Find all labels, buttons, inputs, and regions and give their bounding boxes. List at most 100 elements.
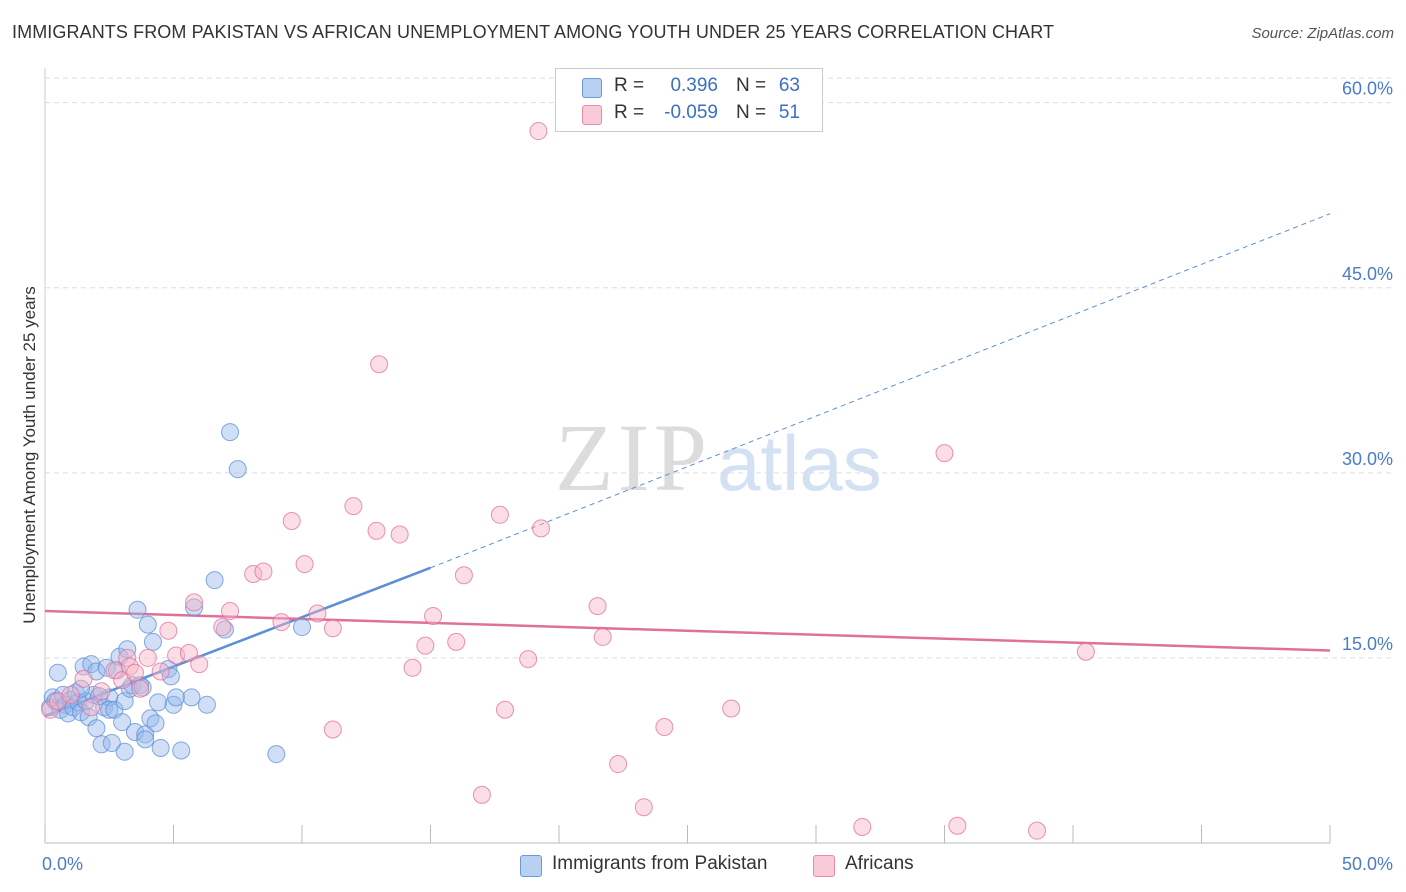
point-africans [1076,642,1095,661]
point-pakistan [293,618,311,637]
point-africans [390,525,409,544]
point-pakistan [115,742,134,761]
point-pakistan [48,663,67,682]
legend-r-value-pakistan: 0.396 [670,75,718,96]
point-africans [403,658,422,677]
point-africans [367,521,386,540]
point-pakistan [128,600,147,619]
y-tick-label: 30.0% [1342,449,1393,469]
point-africans [213,618,232,637]
point-africans [496,700,515,719]
legend-r-label: R = [614,75,645,96]
legend-swatch [520,855,542,877]
legend-swatch-africans [582,105,602,125]
watermark-atlas: atlas [717,419,882,507]
trend-line-africans [44,609,1331,652]
point-africans [131,679,150,698]
correlation-legend: R = 0.396 N = 63 R = -0.059 N = 51 [555,68,823,132]
source-label: Source: ZipAtlas.com [1251,25,1394,42]
point-pakistan [151,738,170,757]
point-pakistan [136,725,155,744]
legend-r-label: R = [614,102,645,123]
point-africans [588,597,607,616]
tick-labels: 15.0% 30.0% 45.0% 60.0% 0.0% 50.0% [42,79,1393,874]
point-pakistan [95,698,114,717]
legend-r-value-africans: -0.059 [664,102,718,123]
point-africans [244,565,263,584]
point-africans [1028,821,1047,840]
legend-n-value-africans: 51 [778,102,800,123]
y-axis-label: Unemployment Among Youth under 25 years [20,286,39,623]
point-africans [190,655,209,674]
y-tick-label: 15.0% [1342,634,1393,654]
trend-line-pakistan-projection [430,213,1331,569]
x-tick-label: 0.0% [42,854,83,874]
point-africans [295,555,314,574]
point-africans [490,505,509,524]
point-pakistan [228,460,247,479]
point-africans [254,562,273,581]
point-africans [151,662,170,681]
point-pakistan [87,719,106,738]
point-africans [935,444,954,463]
point-africans [454,566,473,585]
point-africans [344,497,363,516]
point-africans [308,604,327,623]
point-pakistan [125,722,144,741]
point-africans [92,682,111,701]
point-africans [529,122,548,141]
point-pakistan [205,571,224,590]
point-africans [105,661,124,680]
point-africans [634,798,653,817]
point-africans [185,593,204,612]
trend-lines [44,213,1331,718]
point-africans [853,817,872,836]
point-africans [424,606,443,625]
point-africans [125,663,144,682]
point-africans [948,816,967,835]
point-africans [61,685,80,704]
point-africans [179,643,198,662]
point-pakistan [136,730,155,749]
point-africans [282,511,301,530]
point-africans [159,621,178,640]
trend-line-pakistan [44,566,431,718]
point-pakistan [167,688,186,707]
point-africans [82,698,101,717]
point-pakistan [221,423,240,442]
point-africans [323,619,342,638]
point-pakistan [182,688,201,707]
point-pakistan [185,598,204,617]
legend-swatch-pakistan [582,78,602,98]
point-pakistan [141,709,160,728]
point-pakistan [215,620,234,639]
point-africans [519,650,538,669]
legend-label-pakistan: Immigrants from Pakistan [552,853,768,874]
legend-swatch [813,855,835,877]
point-pakistan [172,741,191,760]
point-pakistan [143,632,162,651]
point-pakistan [146,714,165,733]
legend-n-label: N = [736,75,767,96]
point-africans [532,519,551,538]
point-pakistan [102,734,121,753]
point-africans [722,699,741,718]
point-africans [655,718,674,737]
point-africans [609,755,628,774]
point-africans [472,785,491,804]
chart-title: IMMIGRANTS FROM PAKISTAN VS AFRICAN UNEM… [12,22,1055,42]
point-africans [272,613,291,632]
point-africans [74,669,93,688]
x-tick-label: 50.0% [1342,854,1393,874]
point-africans [593,627,612,646]
y-tick-label: 60.0% [1342,79,1393,99]
y-tick-label: 45.0% [1342,264,1393,284]
legend-n-label: N = [736,102,767,123]
point-pakistan [149,693,168,712]
point-pakistan [113,713,132,732]
legend-n-value-pakistan: 63 [778,75,800,96]
watermark: ZIP atlas [555,404,882,511]
point-pakistan [197,695,216,714]
point-africans [416,636,435,655]
